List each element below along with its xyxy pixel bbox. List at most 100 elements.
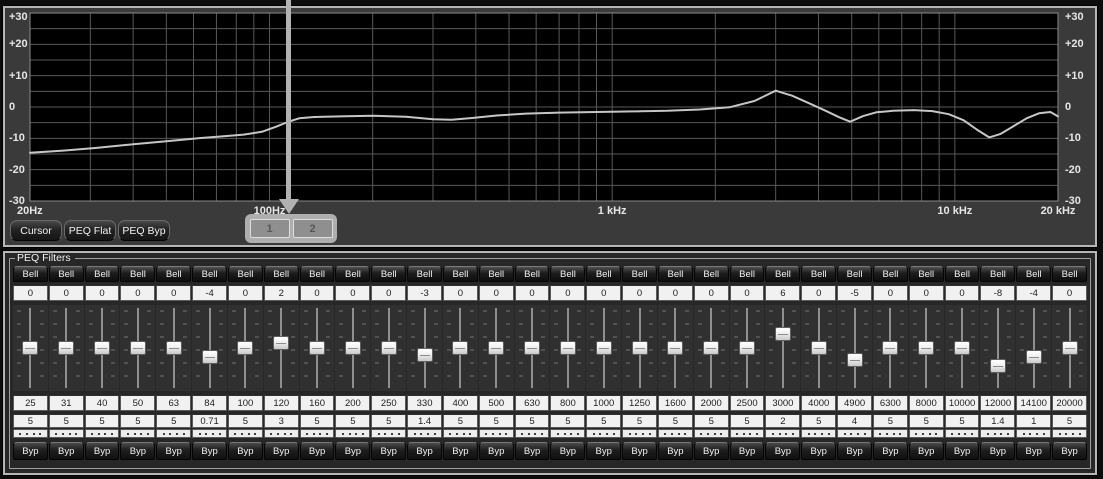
q-mini-slider[interactable] [729,429,765,438]
bypass-button[interactable]: Byp [980,442,1016,460]
frequency-value-field[interactable]: 250 [371,395,407,411]
frequency-value-field[interactable]: 1600 [657,395,693,411]
q-mini-slider[interactable] [657,429,693,438]
slider-handle[interactable] [559,341,576,355]
q-mini-slider[interactable] [156,429,192,438]
gain-value-field[interactable]: 0 [299,285,335,301]
gain-value-field[interactable]: 0 [371,285,407,301]
gain-slider[interactable] [944,305,980,391]
filter-type-dropdown[interactable]: Bell [120,266,156,282]
slider-handle[interactable] [165,341,182,355]
frequency-value-field[interactable]: 1000 [586,395,622,411]
slider-handle[interactable] [94,341,111,355]
bypass-button[interactable]: Byp [407,442,442,460]
q-value-field[interactable]: 4 [837,414,872,428]
q-mini-slider[interactable] [84,429,120,438]
q-mini-slider[interactable] [1052,429,1087,438]
slider-handle[interactable] [58,341,75,355]
slider-handle[interactable] [703,341,720,355]
page-tab-1[interactable]: 1 [249,219,290,238]
gain-slider[interactable] [622,305,657,391]
gain-value-field[interactable]: 0 [84,285,120,301]
peq-flat-button[interactable]: PEQ Flat [64,220,116,241]
gain-slider[interactable] [872,305,908,391]
gain-value-field[interactable]: -5 [837,285,872,301]
slider-handle[interactable] [810,341,827,355]
bypass-button[interactable]: Byp [944,442,980,460]
gain-slider[interactable] [299,305,335,391]
slider-handle[interactable] [22,341,39,355]
gain-slider[interactable] [13,305,48,391]
filter-type-dropdown[interactable]: Bell [837,266,872,282]
q-mini-slider[interactable] [13,429,48,438]
frequency-value-field[interactable]: 10000 [944,395,980,411]
filter-type-dropdown[interactable]: Bell [550,266,586,282]
q-value-field[interactable]: 3 [263,414,299,428]
frequency-value-field[interactable]: 84 [192,395,227,411]
gain-slider[interactable] [120,305,156,391]
filter-type-dropdown[interactable]: Bell [765,266,801,282]
slider-handle[interactable] [595,341,612,355]
filter-type-dropdown[interactable]: Bell [944,266,980,282]
gain-slider[interactable] [442,305,478,391]
gain-value-field[interactable]: 0 [13,285,48,301]
filter-type-dropdown[interactable]: Bell [263,266,299,282]
bypass-button[interactable]: Byp [156,442,192,460]
frequency-value-field[interactable]: 3000 [765,395,801,411]
q-mini-slider[interactable] [801,429,837,438]
slider-handle[interactable] [129,341,146,355]
bypass-button[interactable]: Byp [801,442,837,460]
q-mini-slider[interactable] [407,429,442,438]
filter-type-dropdown[interactable]: Bell [1016,266,1052,282]
gain-value-field[interactable]: 0 [120,285,156,301]
bypass-button[interactable]: Byp [299,442,335,460]
frequency-value-field[interactable]: 200 [335,395,371,411]
slider-handle[interactable] [452,341,469,355]
gain-value-field[interactable]: 0 [693,285,729,301]
frequency-value-field[interactable]: 800 [550,395,586,411]
frequency-value-field[interactable]: 100 [227,395,263,411]
bypass-button[interactable]: Byp [120,442,156,460]
q-mini-slider[interactable] [837,429,872,438]
frequency-value-field[interactable]: 25 [13,395,48,411]
slider-handle[interactable] [739,341,756,355]
bypass-button[interactable]: Byp [837,442,872,460]
q-mini-slider[interactable] [514,429,550,438]
slider-handle[interactable] [667,341,684,355]
q-mini-slider[interactable] [765,429,801,438]
q-mini-slider[interactable] [622,429,657,438]
frequency-value-field[interactable]: 4900 [837,395,872,411]
gain-value-field[interactable]: 0 [514,285,550,301]
gain-value-field[interactable]: 0 [729,285,765,301]
filter-type-dropdown[interactable]: Bell [442,266,478,282]
gain-value-field[interactable]: 0 [801,285,837,301]
q-value-field[interactable]: 5 [299,414,335,428]
gain-slider[interactable] [263,305,299,391]
frequency-value-field[interactable]: 63 [156,395,192,411]
q-value-field[interactable]: 5 [227,414,263,428]
q-value-field[interactable]: 2 [765,414,801,428]
q-mini-slider[interactable] [227,429,263,438]
frequency-value-field[interactable]: 20000 [1052,395,1087,411]
q-value-field[interactable]: 5 [622,414,657,428]
q-value-field[interactable]: 5 [48,414,84,428]
q-mini-slider[interactable] [550,429,586,438]
q-value-field[interactable]: 5 [550,414,586,428]
frequency-value-field[interactable]: 14100 [1016,395,1052,411]
bypass-button[interactable]: Byp [48,442,84,460]
bypass-button[interactable]: Byp [765,442,801,460]
slider-handle[interactable] [774,327,791,342]
filter-type-dropdown[interactable]: Bell [371,266,407,282]
filter-type-dropdown[interactable]: Bell [872,266,908,282]
filter-type-dropdown[interactable]: Bell [48,266,84,282]
bypass-button[interactable]: Byp [442,442,478,460]
bypass-button[interactable]: Byp [657,442,693,460]
gain-value-field[interactable]: 0 [872,285,908,301]
gain-value-field[interactable]: 0 [657,285,693,301]
filter-type-dropdown[interactable]: Bell [693,266,729,282]
q-mini-slider[interactable] [586,429,622,438]
q-value-field[interactable]: 1.4 [980,414,1016,428]
frequency-value-field[interactable]: 50 [120,395,156,411]
q-mini-slider[interactable] [944,429,980,438]
page-tab-2[interactable]: 2 [292,219,333,238]
